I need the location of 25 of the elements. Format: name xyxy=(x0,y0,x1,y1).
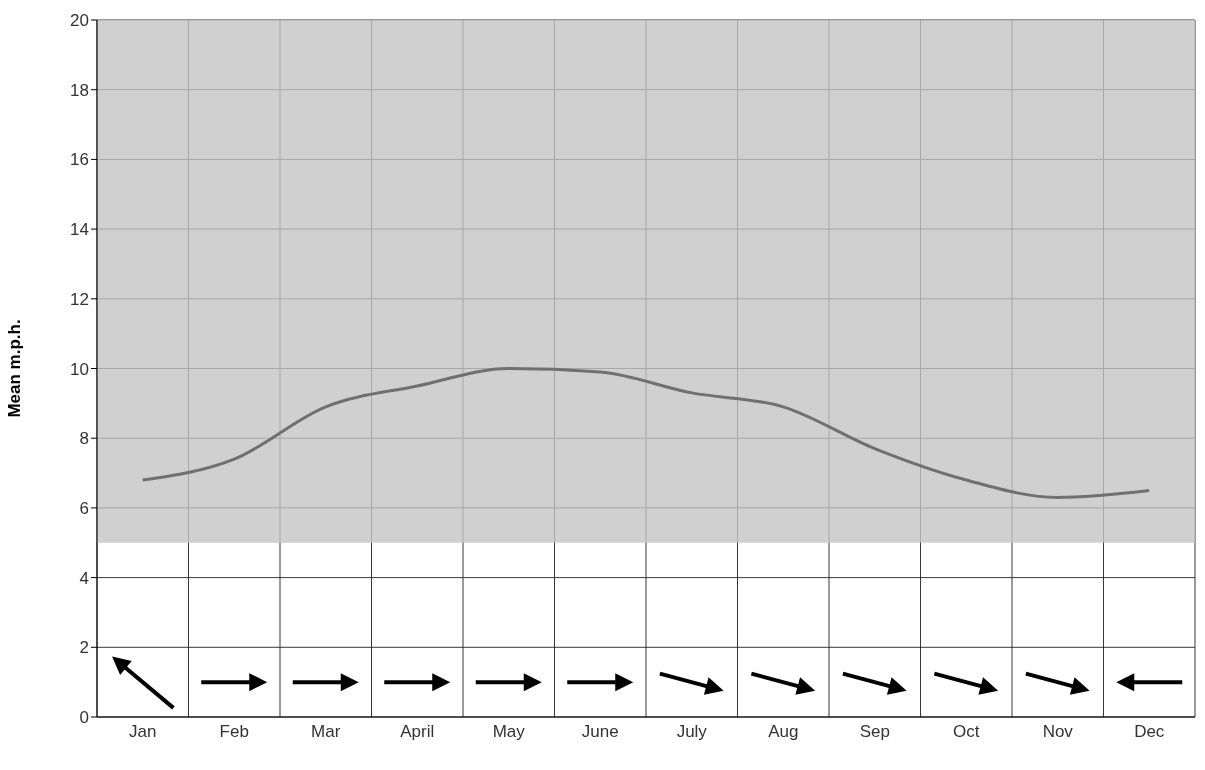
x-tick-label: July xyxy=(676,722,708,742)
y-axis-title: Mean m.p.h. xyxy=(5,319,25,418)
y-tick-label: 12 xyxy=(70,289,89,309)
y-tick-label: 10 xyxy=(70,359,89,379)
x-tick-label: Sep xyxy=(859,722,890,742)
x-tick-label: May xyxy=(492,722,526,742)
x-tick-label: Oct xyxy=(953,722,980,742)
y-tick-label: 8 xyxy=(79,429,89,449)
y-tick-label: 6 xyxy=(79,498,89,518)
x-tick-label: June xyxy=(581,722,619,742)
x-tick-label: Nov xyxy=(1042,722,1074,742)
y-tick-label: 4 xyxy=(79,568,89,588)
x-tick-label: April xyxy=(400,722,435,742)
y-tick-label: 2 xyxy=(79,638,89,658)
line-series xyxy=(141,367,1151,499)
y-tick-label: 14 xyxy=(70,220,89,240)
y-tick-label: 16 xyxy=(70,150,89,170)
y-tick-label: 0 xyxy=(79,708,89,728)
x-tick-label: Mar xyxy=(311,722,341,742)
y-tick-label: 20 xyxy=(70,11,89,31)
x-tick-label: Jan xyxy=(129,722,157,742)
x-tick-label: Feb xyxy=(219,722,249,742)
x-tick-label: Dec xyxy=(1134,722,1165,742)
x-tick-label: Aug xyxy=(768,722,799,742)
y-tick-label: 18 xyxy=(70,80,89,100)
